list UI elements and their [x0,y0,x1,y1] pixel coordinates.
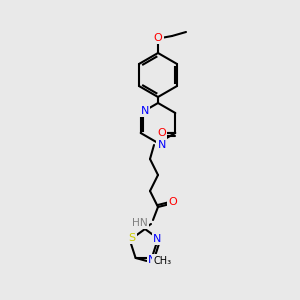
Text: N: N [140,106,149,116]
Text: HN: HN [132,218,148,228]
Text: O: O [169,197,177,207]
Text: S: S [128,233,135,243]
Text: O: O [157,128,166,138]
Text: N: N [153,234,161,244]
Text: O: O [154,33,162,43]
Text: CH₃: CH₃ [154,256,172,266]
Text: N: N [148,255,157,265]
Text: N: N [158,140,166,150]
